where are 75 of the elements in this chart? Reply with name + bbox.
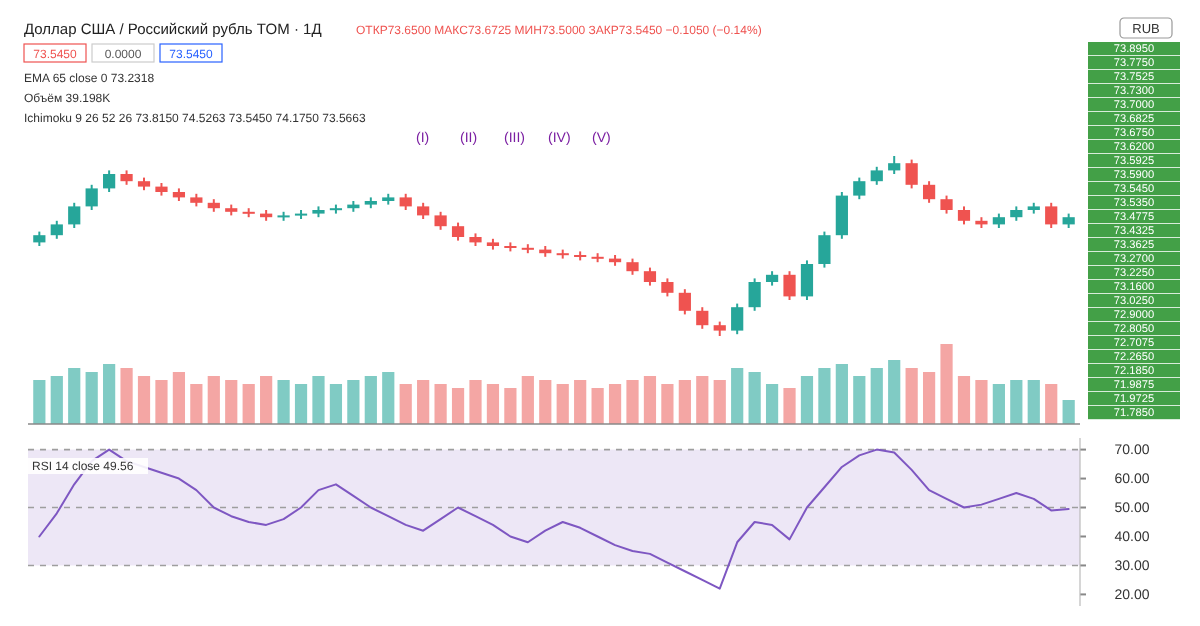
bar <box>731 368 744 424</box>
bar <box>155 380 168 424</box>
bar <box>399 384 412 424</box>
bar <box>190 384 203 424</box>
candlestick <box>800 259 814 301</box>
bar <box>486 384 500 424</box>
bar <box>713 380 726 424</box>
bar <box>556 384 569 424</box>
bar <box>504 388 517 424</box>
bar <box>696 376 709 424</box>
bar <box>137 376 151 424</box>
candlestick <box>68 201 81 229</box>
bar <box>33 380 46 424</box>
bar <box>591 388 604 424</box>
bar <box>957 376 971 424</box>
bar <box>574 380 587 424</box>
bar <box>103 364 116 424</box>
bar <box>50 376 63 424</box>
candlestick <box>905 158 918 190</box>
bar <box>800 376 814 424</box>
candlestick <box>85 183 98 211</box>
candlestick <box>696 306 709 330</box>
bar <box>870 368 883 424</box>
bar <box>608 384 622 424</box>
bar <box>748 372 761 424</box>
bar <box>85 372 98 424</box>
bar <box>626 380 639 424</box>
bar <box>1027 380 1040 424</box>
bar <box>818 368 831 424</box>
bar <box>661 384 674 424</box>
candlestick <box>1045 201 1058 229</box>
bar <box>521 376 534 424</box>
bar <box>975 380 988 424</box>
bar <box>312 376 325 424</box>
candlestick <box>783 270 796 301</box>
bar <box>172 372 186 424</box>
bar <box>260 376 273 424</box>
candlestick <box>748 277 761 312</box>
bar <box>678 380 691 424</box>
bar <box>1010 380 1023 424</box>
bar <box>853 376 866 424</box>
bar <box>382 372 395 424</box>
bar <box>68 368 81 424</box>
bar <box>242 384 255 424</box>
bar <box>434 384 447 424</box>
bar <box>765 384 779 424</box>
bar <box>1045 384 1058 424</box>
bar <box>364 376 377 424</box>
bar <box>783 388 796 424</box>
bar <box>940 344 953 424</box>
bar <box>539 380 552 424</box>
bar <box>207 376 220 424</box>
bar <box>120 368 133 424</box>
bar <box>905 368 918 424</box>
bar <box>643 376 657 424</box>
candlestick <box>853 176 866 201</box>
bar <box>294 384 308 424</box>
bar <box>347 380 360 424</box>
bar <box>417 380 430 424</box>
bar <box>835 364 848 424</box>
candlestick <box>103 169 116 193</box>
candlestick <box>818 230 831 269</box>
candlestick <box>835 191 848 240</box>
bar <box>451 388 465 424</box>
bar <box>992 384 1005 424</box>
bar <box>469 380 482 424</box>
bar <box>225 380 238 424</box>
candlestick <box>922 180 936 204</box>
bar <box>329 384 343 424</box>
bar <box>277 380 290 424</box>
bar <box>1062 400 1075 424</box>
candlestick <box>731 302 744 336</box>
candlestick <box>678 288 691 316</box>
bar <box>922 372 936 424</box>
bar <box>888 360 901 424</box>
